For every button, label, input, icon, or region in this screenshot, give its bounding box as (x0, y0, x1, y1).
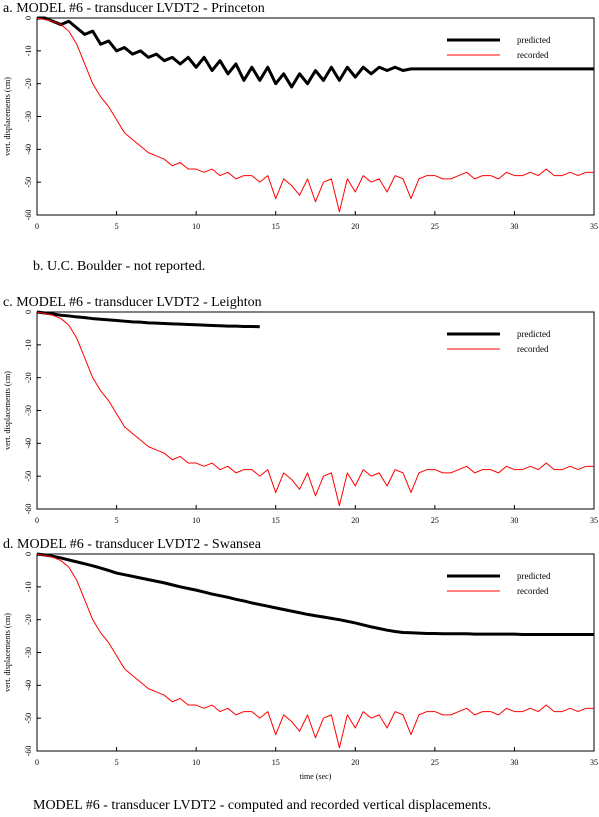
x-tick-label: 0 (35, 222, 39, 231)
x-tick-label: 20 (351, 222, 359, 231)
x-tick-label: 35 (590, 516, 598, 525)
y-tick-label: -10 (24, 581, 33, 592)
y-tick-label: 0 (24, 552, 33, 556)
y-tick-label: -50 (24, 471, 33, 482)
plot-frame (36, 553, 595, 752)
y-tick-label: -20 (24, 78, 33, 89)
series-line (36, 310, 260, 329)
x-tick-label: 5 (115, 758, 119, 767)
legend-label: recorded (517, 50, 549, 60)
chart-title: c. MODEL #6 - transducer LVDT2 - Leighto… (3, 295, 262, 310)
x-tick-label: 15 (272, 222, 280, 231)
y-tick-label: -60 (24, 746, 33, 757)
legend-label: recorded (517, 586, 549, 596)
x-tick-label: 25 (431, 758, 439, 767)
y-tick-label: -20 (24, 614, 33, 625)
x-tick-label: 20 (351, 758, 359, 767)
y-tick-label: -50 (24, 713, 33, 724)
series-line (36, 553, 594, 749)
series-line (37, 16, 594, 89)
y-tick-label: 0 (24, 310, 33, 314)
legend-label: recorded (517, 344, 549, 354)
y-tick-label: -50 (24, 177, 33, 188)
series-line (36, 311, 594, 507)
x-tick-label: 5 (115, 222, 119, 231)
y-tick-label: -20 (24, 372, 33, 383)
y-axis-label: vert. displacements (cm) (3, 371, 12, 450)
series-line (36, 17, 594, 213)
x-tick-label: 10 (192, 516, 200, 525)
x-axis-label: time (sec) (300, 772, 332, 781)
x-tick-label: 15 (272, 758, 280, 767)
y-tick-label: -40 (24, 680, 33, 691)
x-tick-label: 10 (192, 758, 200, 767)
y-tick-label: 0 (24, 16, 33, 20)
y-tick-label: -30 (24, 111, 33, 122)
y-tick-label: -30 (24, 405, 33, 416)
x-tick-label: 0 (35, 516, 39, 525)
y-tick-label: -60 (24, 210, 33, 221)
chart-title: d. MODEL #6 - transducer LVDT2 - Swansea (3, 537, 262, 552)
x-tick-label: 25 (431, 516, 439, 525)
legend-label: predicted (517, 35, 551, 45)
x-tick-label: 20 (351, 516, 359, 525)
x-tick-label: 25 (431, 222, 439, 231)
y-tick-label: -40 (24, 144, 33, 155)
y-axis-label: vert. displacements (cm) (3, 77, 12, 156)
y-tick-label: -10 (24, 339, 33, 350)
x-tick-label: 15 (272, 516, 280, 525)
plot-frame (36, 311, 595, 510)
legend-label: predicted (517, 329, 551, 339)
note: b. U.C. Boulder - not reported. (33, 259, 205, 274)
x-tick-label: 30 (510, 758, 518, 767)
x-tick-label: 30 (510, 516, 518, 525)
y-tick-label: -60 (24, 504, 33, 515)
x-tick-label: 0 (35, 758, 39, 767)
y-tick-label: -30 (24, 647, 33, 658)
x-tick-label: 10 (192, 222, 200, 231)
series-line (36, 552, 594, 636)
chart-title: a. MODEL #6 - transducer LVDT2 - Princet… (3, 1, 265, 16)
caption: MODEL #6 - transducer LVDT2 - computed a… (33, 798, 491, 813)
legend-label: predicted (517, 571, 551, 581)
x-tick-label: 35 (590, 758, 598, 767)
x-tick-label: 5 (115, 516, 119, 525)
y-tick-label: -10 (24, 45, 33, 56)
x-tick-label: 30 (510, 222, 518, 231)
y-axis-label: vert. displacements (cm) (3, 613, 12, 692)
plot-frame (36, 17, 595, 216)
x-tick-label: 35 (590, 222, 598, 231)
y-tick-label: -40 (24, 438, 33, 449)
